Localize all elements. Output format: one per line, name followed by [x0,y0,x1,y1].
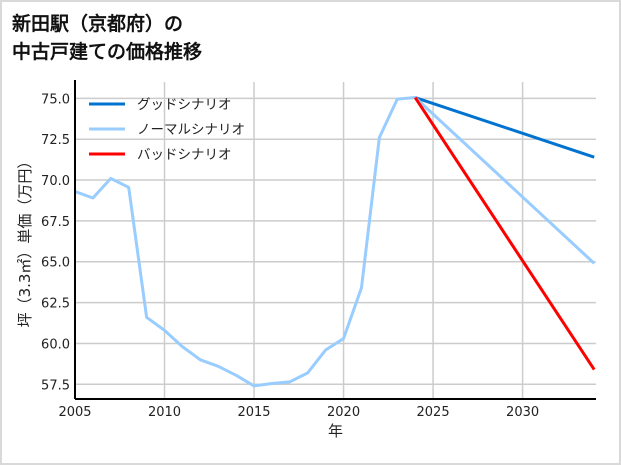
x-tick-label: 2010 [148,405,181,420]
title-line-1: 新田駅（京都府）の [12,13,184,35]
x-tick-label: 2015 [237,405,270,420]
legend-label: グッドシナリオ [137,97,232,113]
series-line [413,96,596,371]
x-tick-label: 2020 [327,405,360,420]
y-axis-label: 坪（3.3㎡）単価（万円） [16,154,34,328]
series-line [414,96,595,159]
y-tick-label: 62.5 [41,297,70,312]
y-tick-label: 70.0 [41,174,70,189]
legend-label: ノーマルシナリオ [137,122,245,138]
x-tick-label: 2025 [417,405,450,420]
legend-label: バッドシナリオ [137,147,232,163]
y-tick-label: 72.5 [41,133,70,148]
y-tick-label: 65.0 [41,256,70,271]
series-line [74,96,596,388]
y-tick-label: 57.5 [41,378,70,393]
x-tick-label: 2030 [506,405,539,420]
x-axis-label: 年 [328,422,343,440]
x-tick-label: 2005 [58,405,91,420]
y-tick-label: 60.0 [41,337,70,352]
chart-title: 新田駅（京都府）の 中古戸建ての価格推移 [12,10,202,66]
title-line-2: 中古戸建ての価格推移 [12,41,203,63]
y-tick-label: 75.0 [41,92,70,107]
y-tick-label: 67.5 [41,215,70,230]
